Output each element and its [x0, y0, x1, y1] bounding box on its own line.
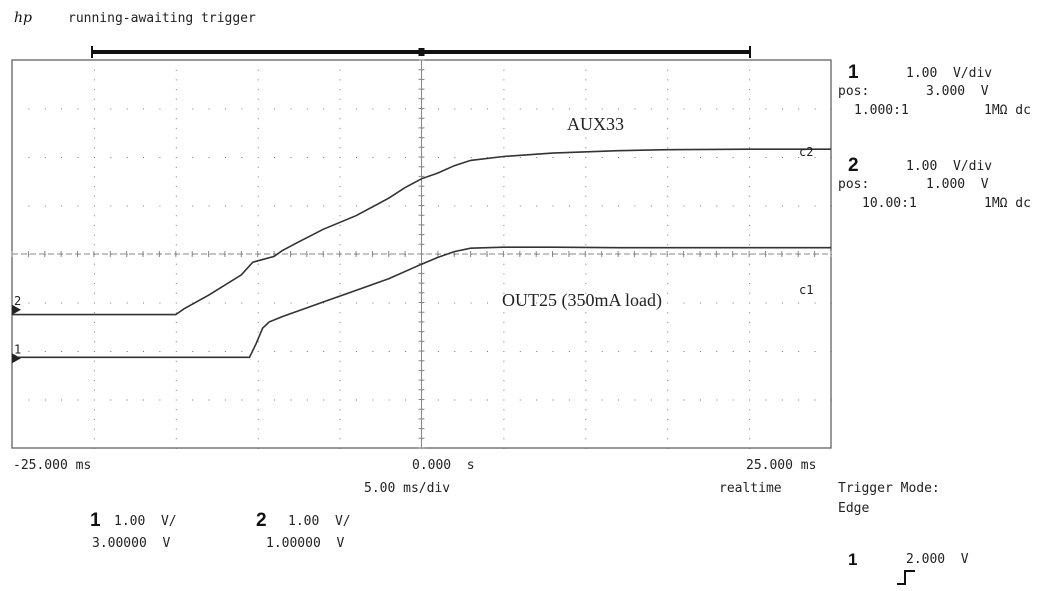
acquisition-status: running-awaiting trigger	[68, 11, 256, 26]
time-left-label: -25.000 ms	[13, 458, 92, 473]
channel-1-coupling: 1MΩ dc	[984, 103, 1031, 118]
acquisition-mode: realtime	[719, 481, 782, 496]
hp-logo: hp	[14, 10, 32, 26]
channel-1-pos-label: pos:	[838, 84, 870, 99]
channel-2-probe: 10.00:1	[862, 196, 917, 211]
channel-tag-c2: c2	[799, 145, 813, 159]
channel-2-pos-value: 1.000 V	[926, 177, 989, 192]
ground-markers: 21	[12, 294, 21, 364]
center-axes	[11, 59, 832, 449]
trace-out25	[12, 246, 831, 359]
trigger-mode-value[interactable]: Edge	[838, 501, 870, 516]
trace-aux33	[12, 148, 831, 316]
channel-tag-c1: c1	[799, 283, 813, 297]
graticule	[28, 69, 832, 449]
trigger-source[interactable]: 1	[848, 550, 858, 569]
time-center-label: 0.000 s	[412, 458, 475, 473]
rising-edge-icon	[876, 548, 916, 585]
bottom-channel-1-scale: 1.00 V/	[114, 514, 177, 529]
channel-2-pos-label: pos:	[838, 177, 870, 192]
bottom-channel-1-offset: 3.00000 V	[92, 536, 171, 551]
time-window-bar	[91, 46, 751, 58]
ground-marker-arrow-2	[12, 304, 21, 315]
channel-2-coupling: 1MΩ dc	[984, 196, 1031, 211]
trace-labels: AUX33 c2 OUT25 (350mA load) c1	[502, 114, 813, 311]
traces	[12, 148, 831, 359]
grid-dots	[28, 69, 832, 449]
trigger-level: 2.000 V	[906, 552, 969, 567]
bottom-channel-2-scale: 1.00 V/	[288, 514, 351, 529]
trace-label-aux33: AUX33	[567, 114, 624, 134]
ground-marker-arrow-1	[12, 353, 21, 364]
bottom-channel-2-number[interactable]: 2	[256, 510, 267, 531]
channel-2-scale: 1.00 V/div	[906, 159, 993, 174]
time-right-label: 25.000 ms	[746, 458, 817, 473]
axis-ticks	[11, 59, 832, 449]
trigger-position-marker	[418, 48, 425, 56]
ground-marker-label-2: 2	[14, 294, 21, 308]
bottom-channel-1-number[interactable]: 1	[90, 510, 101, 531]
ground-marker-label-1: 1	[14, 342, 21, 356]
channel-1-probe: 1.000:1	[854, 103, 909, 118]
trigger-mode-label: Trigger Mode:	[838, 481, 940, 496]
channel-1-pos-value: 3.000 V	[926, 84, 989, 99]
trace-label-out25: OUT25 (350mA load)	[502, 290, 662, 311]
channel-1-scale: 1.00 V/div	[906, 66, 993, 81]
timebase-per-div[interactable]: 5.00 ms/div	[364, 481, 451, 496]
channel-2-number[interactable]: 2	[848, 155, 859, 176]
bottom-channel-2-offset: 1.00000 V	[266, 536, 345, 551]
channel-1-number[interactable]: 1	[848, 62, 859, 83]
